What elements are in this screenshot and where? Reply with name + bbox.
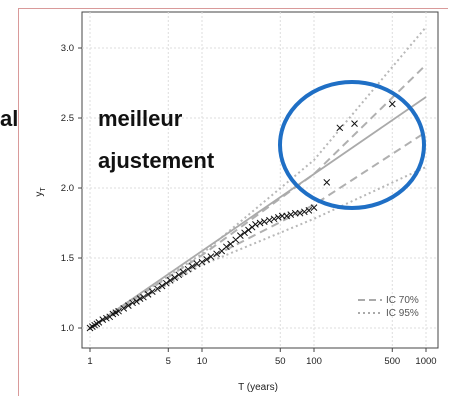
y-tick-label: 2.5	[61, 113, 74, 124]
data-point	[213, 250, 220, 258]
x-tick-label: 100	[306, 356, 322, 367]
data-point	[336, 124, 344, 132]
data-point	[179, 268, 187, 276]
y-tick-label: 1.5	[61, 253, 74, 264]
data-point	[260, 218, 268, 225]
data-point	[305, 207, 313, 214]
data-point	[300, 208, 308, 216]
annotation-text-fragment: al	[0, 106, 19, 131]
data-point	[148, 288, 156, 295]
data-point	[133, 298, 140, 305]
data-point	[291, 209, 299, 217]
data-point	[236, 232, 244, 239]
x-tick-label: 1000	[415, 356, 436, 367]
data-point	[270, 215, 278, 223]
data-point	[140, 293, 147, 301]
ic95-lower-line	[89, 166, 427, 329]
data-point	[103, 314, 110, 322]
data-point	[175, 271, 183, 279]
data-point	[203, 256, 210, 263]
data-point	[171, 274, 179, 281]
x-axis-label: T (years)	[238, 382, 278, 393]
data-point	[388, 100, 396, 108]
data-point	[252, 221, 259, 228]
data-point	[154, 285, 161, 293]
data-point	[283, 212, 291, 220]
data-point	[241, 229, 248, 237]
x-tick-label: 500	[384, 356, 400, 367]
legend-label: IC 95%	[386, 308, 419, 319]
annotation-text-ajustement: ajustement	[98, 148, 215, 173]
y-axis-label: yT	[34, 187, 47, 197]
data-point	[162, 279, 170, 287]
data-point	[351, 120, 358, 127]
ic70-upper-line	[89, 64, 427, 329]
data-point	[287, 211, 295, 218]
data-point	[115, 307, 122, 315]
data-point	[144, 291, 152, 298]
y-tick-label: 3.0	[61, 43, 74, 54]
x-tick-label: 50	[275, 356, 286, 367]
data-point	[227, 240, 234, 248]
highlight-ellipse	[278, 80, 426, 210]
fit-line	[89, 96, 427, 329]
annotation-text-meilleur: meilleur	[98, 106, 183, 131]
data-point	[198, 258, 206, 266]
data-point	[274, 214, 282, 221]
data-point	[266, 216, 273, 224]
x-tick-label: 5	[166, 356, 171, 367]
data-point	[166, 277, 174, 284]
data-point	[120, 305, 128, 312]
data-point	[99, 316, 107, 323]
data-point	[296, 209, 304, 217]
data-point	[310, 204, 318, 211]
data-point	[95, 319, 103, 326]
data-point	[158, 282, 166, 290]
slide-frame	[18, 8, 448, 396]
y-tick-label: 2.0	[61, 183, 74, 194]
y-tick-label: 1.0	[61, 323, 74, 334]
data-point	[256, 219, 264, 227]
data-point	[193, 260, 201, 267]
data-point	[184, 265, 192, 273]
x-tick-label: 1	[87, 356, 92, 367]
data-point	[136, 295, 144, 302]
data-point	[188, 263, 196, 270]
data-point	[245, 226, 252, 234]
legend-label: IC 70%	[386, 295, 419, 306]
data-point	[124, 302, 132, 309]
data-point	[223, 243, 230, 251]
data-point	[207, 253, 215, 260]
ic95-upper-line	[89, 26, 427, 329]
x-tick-label: 10	[197, 356, 208, 367]
plot-area-border	[81, 11, 439, 349]
data-point	[129, 299, 136, 307]
data-point	[323, 179, 331, 186]
